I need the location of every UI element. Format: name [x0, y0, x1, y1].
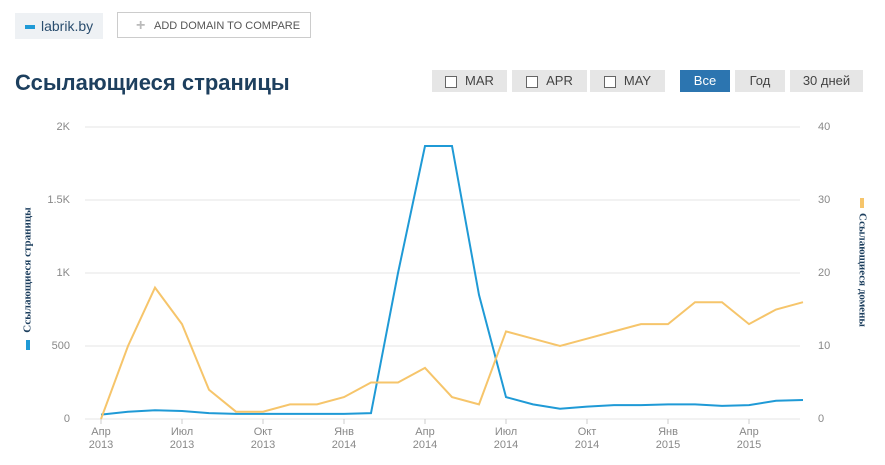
y2-tick-label: 20: [818, 267, 830, 279]
y2-tick-label: 30: [818, 194, 830, 206]
y-tick-label: 2K: [57, 121, 71, 133]
period-button[interactable]: Год: [735, 70, 785, 92]
y2-tick-label: 0: [818, 413, 824, 425]
y-tick-label: 1K: [57, 267, 71, 279]
checkbox-label: APR: [546, 73, 573, 88]
x-tick-label: Апр 2014: [412, 426, 438, 451]
series-line: [100, 285, 804, 420]
checkbox-apr[interactable]: APR: [512, 70, 587, 92]
add-domain-button[interactable]: + ADD DOMAIN TO COMPARE: [117, 12, 311, 38]
domain-label: labrik.by: [41, 18, 94, 34]
legend-marker: [860, 198, 864, 208]
y2-tick-label: 10: [818, 340, 830, 352]
chart-title: Ссылающиеся страницы: [15, 70, 290, 95]
legend-marker: [26, 340, 30, 350]
checkbox-may[interactable]: MAY: [590, 70, 665, 92]
period-button[interactable]: 30 дней: [790, 70, 863, 92]
domain-tag[interactable]: labrik.by: [15, 13, 104, 39]
y-axis-title: Ссылающиеся страницы: [22, 207, 34, 333]
x-tick-label: Окт 2013: [250, 426, 276, 451]
checkbox-label: MAY: [623, 73, 652, 88]
y-tick-label: 1.5K: [47, 194, 70, 206]
y2-tick-label: 40: [818, 121, 830, 133]
checkbox-label: MAR: [465, 73, 494, 88]
period-button[interactable]: Все: [680, 70, 730, 92]
x-tick-label: Окт 2014: [574, 426, 600, 451]
x-tick-label: Июл 2013: [169, 426, 195, 451]
x-tick-label: Апр 2013: [88, 426, 114, 451]
add-domain-label: ADD DOMAIN TO COMPARE: [154, 20, 301, 32]
x-tick-label: Апр 2015: [736, 426, 762, 451]
y2-axis-title: Ссылающиеся домены: [856, 213, 868, 327]
x-tick-label: Янв 2015: [655, 426, 681, 451]
x-tick-label: Янв 2014: [331, 426, 357, 451]
y-tick-label: 500: [52, 340, 70, 352]
checkbox-mar[interactable]: MAR: [432, 70, 507, 92]
x-tick-label: Июл 2014: [493, 426, 519, 451]
y-tick-label: 0: [64, 413, 70, 425]
series-line: [100, 144, 804, 416]
